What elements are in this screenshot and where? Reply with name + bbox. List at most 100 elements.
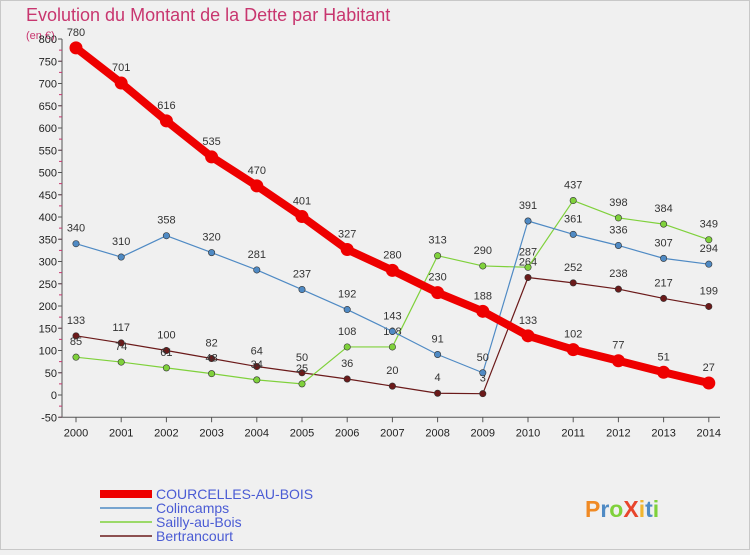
data-point	[69, 41, 83, 55]
data-point	[705, 302, 713, 310]
y-tick-label: 200	[39, 301, 57, 313]
x-tick-label: 2002	[154, 427, 178, 439]
data-label: 313	[428, 235, 446, 247]
logo-letter: i	[653, 496, 659, 522]
data-label: 361	[564, 213, 582, 225]
logo-letter: r	[600, 496, 609, 522]
data-point	[253, 376, 261, 384]
data-point	[611, 354, 625, 368]
data-label: 437	[564, 180, 582, 192]
data-point	[162, 346, 170, 354]
data-point	[72, 332, 80, 340]
data-point	[524, 274, 532, 282]
data-point	[385, 263, 399, 277]
data-label: 108	[338, 326, 356, 338]
data-label: 77	[612, 340, 624, 352]
logo-letter: P	[585, 496, 600, 522]
data-label: 133	[519, 315, 537, 327]
x-tick-label: 2008	[425, 427, 449, 439]
data-point	[388, 343, 396, 351]
data-point	[340, 242, 354, 256]
data-label: 74	[115, 341, 127, 353]
data-label: 398	[609, 197, 627, 209]
x-tick-label: 2014	[697, 427, 721, 439]
data-label: 358	[157, 215, 175, 227]
x-tick-label: 2009	[471, 427, 495, 439]
data-label: 320	[202, 232, 220, 244]
data-label: 102	[564, 329, 582, 341]
logo-text: ProXiti	[585, 496, 659, 522]
data-point	[253, 363, 261, 371]
chart-title: Evolution du Montant de la Dette par Hab…	[26, 5, 390, 25]
data-label: 294	[700, 243, 718, 255]
data-label: 117	[112, 322, 130, 334]
legend-label: Colincamps	[156, 500, 229, 516]
data-label: 780	[67, 27, 85, 39]
data-label: 82	[205, 338, 217, 350]
y-tick-label: 300	[39, 257, 57, 269]
x-tick-label: 2010	[516, 427, 540, 439]
logo-letter: o	[609, 496, 623, 522]
data-label: 133	[67, 315, 85, 327]
data-point	[434, 389, 442, 397]
y-tick-label: 150	[39, 323, 57, 335]
y-tick-label: 250	[39, 279, 57, 291]
data-point	[253, 266, 261, 274]
series-sailly-au-bois: 857461483425108108313290287437398384349	[70, 180, 718, 388]
data-point	[524, 217, 532, 225]
data-point	[298, 380, 306, 388]
data-label: 287	[519, 246, 537, 258]
data-label: 252	[564, 262, 582, 274]
data-point	[479, 369, 487, 377]
data-label: 280	[383, 249, 401, 261]
data-point	[705, 236, 713, 244]
y-tick-label: 650	[39, 101, 57, 113]
data-point	[614, 241, 622, 249]
data-label: 188	[474, 290, 492, 302]
data-point	[524, 263, 532, 271]
y-tick-label: 0	[51, 390, 57, 402]
y-tick-label: 100	[39, 346, 57, 358]
data-label: 470	[248, 165, 266, 177]
data-label: 61	[160, 347, 172, 359]
data-label: 25	[296, 363, 308, 375]
y-tick-label: 600	[39, 123, 57, 135]
data-label: 238	[609, 268, 627, 280]
data-label: 336	[609, 224, 627, 236]
y-tick-label: -50	[41, 412, 57, 424]
data-label: 535	[202, 136, 220, 148]
data-label: 48	[205, 353, 217, 365]
data-point	[295, 210, 309, 224]
data-point	[614, 214, 622, 222]
data-point	[117, 253, 125, 261]
data-label: 27	[703, 362, 715, 374]
data-point	[476, 304, 490, 318]
x-tick-label: 2006	[335, 427, 359, 439]
data-label: 237	[293, 269, 311, 281]
y-tick-label: 500	[39, 168, 57, 180]
x-tick-label: 2005	[290, 427, 314, 439]
x-tick-label: 2000	[64, 427, 88, 439]
y-tick-label: 50	[45, 368, 57, 380]
x-tick-label: 2013	[651, 427, 675, 439]
data-label: 290	[474, 245, 492, 257]
data-point	[431, 286, 445, 300]
data-label: 50	[296, 352, 308, 364]
y-tick-label: 400	[39, 212, 57, 224]
data-label: 349	[700, 219, 718, 231]
series-colincamps: 340 310 358 320 281 237 192 143 91 50 391 361 336 307…	[67, 200, 718, 377]
data-label: 50	[477, 352, 489, 364]
y-tick-label: 450	[39, 190, 57, 202]
data-point	[343, 306, 351, 314]
data-point	[479, 262, 487, 270]
data-label: 199	[700, 285, 718, 297]
data-point	[162, 364, 170, 372]
data-point	[159, 114, 173, 128]
data-label: 701	[112, 62, 130, 74]
data-label: 327	[338, 228, 356, 240]
data-point	[298, 369, 306, 377]
data-point	[208, 370, 216, 378]
